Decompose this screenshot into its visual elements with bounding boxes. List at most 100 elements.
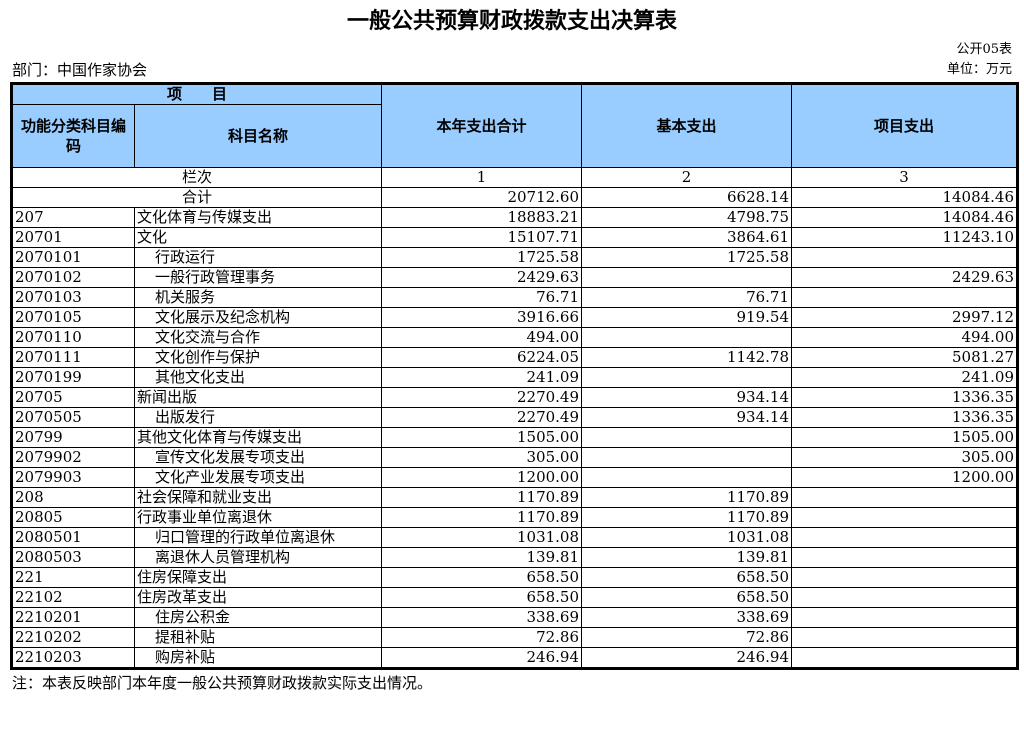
row-project: 14084.46 — [791, 207, 1019, 228]
row-total: 139.81 — [381, 547, 583, 568]
header-code: 功能分类科目编码 — [11, 104, 135, 168]
table-row: 22102 住房改革支出 658.50 658.50 — [11, 587, 1019, 608]
row-basic: 934.14 — [581, 387, 793, 408]
row-name: 文化创作与保护 — [133, 347, 383, 368]
table-row: 2070101 行政运行 1725.58 1725.58 — [11, 247, 1019, 268]
row-code: 2210202 — [11, 627, 135, 648]
row-code: 20805 — [11, 507, 135, 528]
row-name: 文化 — [133, 227, 383, 248]
header-name: 科目名称 — [133, 104, 383, 168]
row-project: 305.00 — [791, 447, 1019, 468]
row-name: 文化交流与合作 — [133, 327, 383, 348]
row-code: 221 — [11, 567, 135, 588]
row-name: 文化体育与传媒支出 — [133, 207, 383, 228]
row-basic: 1031.08 — [581, 527, 793, 548]
row-name: 住房保障支出 — [133, 567, 383, 588]
column-index-2: 2 — [581, 167, 793, 188]
header-project: 项目支出 — [791, 83, 1019, 168]
row-project — [791, 487, 1019, 508]
row-code: 2079903 — [11, 467, 135, 488]
row-code: 2210201 — [11, 607, 135, 628]
row-code: 208 — [11, 487, 135, 508]
row-project: 1336.35 — [791, 387, 1019, 408]
row-code: 2070105 — [11, 307, 135, 328]
table-row: 2070505 出版发行 2270.49 934.14 1336.35 — [11, 407, 1019, 428]
row-basic — [581, 327, 793, 348]
row-project — [791, 607, 1019, 628]
row-code: 2080503 — [11, 547, 135, 568]
row-total: 1200.00 — [381, 467, 583, 488]
row-project: 1200.00 — [791, 467, 1019, 488]
row-basic: 658.50 — [581, 587, 793, 608]
table-row: 208 社会保障和就业支出 1170.89 1170.89 — [11, 487, 1019, 508]
row-name: 出版发行 — [133, 407, 383, 428]
total-project: 14084.46 — [791, 187, 1019, 208]
department-label: 部门：中国作家协会 — [12, 61, 148, 79]
row-total: 3916.66 — [381, 307, 583, 328]
row-project: 5081.27 — [791, 347, 1019, 368]
row-basic: 1725.58 — [581, 247, 793, 268]
row-total: 1170.89 — [381, 487, 583, 508]
row-basic: 658.50 — [581, 567, 793, 588]
total-sum: 20712.60 — [381, 187, 583, 208]
row-basic — [581, 427, 793, 448]
header-item: 项 目 — [10, 83, 383, 105]
row-basic: 919.54 — [581, 307, 793, 328]
row-code: 2070505 — [11, 407, 135, 428]
row-total: 2270.49 — [381, 387, 583, 408]
row-name: 其他文化体育与传媒支出 — [133, 427, 383, 448]
row-name: 文化产业发展专项支出 — [133, 467, 383, 488]
table-row: 20805 行政事业单位离退休 1170.89 1170.89 — [11, 507, 1019, 528]
row-project: 494.00 — [791, 327, 1019, 348]
row-total: 1031.08 — [381, 527, 583, 548]
row-total: 76.71 — [381, 287, 583, 308]
row-code: 2070101 — [11, 247, 135, 268]
row-code: 2070199 — [11, 367, 135, 388]
row-total: 1505.00 — [381, 427, 583, 448]
row-code: 2070110 — [11, 327, 135, 348]
row-code: 20701 — [11, 227, 135, 248]
row-project — [791, 647, 1019, 669]
table-row: 2080501 归口管理的行政单位离退休 1031.08 1031.08 — [11, 527, 1019, 548]
row-code: 2070111 — [11, 347, 135, 368]
row-total: 658.50 — [381, 567, 583, 588]
row-project — [791, 567, 1019, 588]
row-code: 2079902 — [11, 447, 135, 468]
row-total: 15107.71 — [381, 227, 583, 248]
row-name: 住房改革支出 — [133, 587, 383, 608]
row-basic — [581, 447, 793, 468]
row-basic: 76.71 — [581, 287, 793, 308]
row-total: 2270.49 — [381, 407, 583, 428]
row-basic — [581, 367, 793, 388]
table-row: 221 住房保障支出 658.50 658.50 — [11, 567, 1019, 588]
row-basic — [581, 267, 793, 288]
row-project: 1336.35 — [791, 407, 1019, 428]
row-basic: 246.94 — [581, 647, 793, 669]
table-row: 2210201 住房公积金 338.69 338.69 — [11, 607, 1019, 628]
row-code: 20799 — [11, 427, 135, 448]
row-basic: 338.69 — [581, 607, 793, 628]
table-row: 20701 文化 15107.71 3864.61 11243.10 — [11, 227, 1019, 248]
expenditure-table: 项 目 本年支出合计 基本支出 项目支出 功能分类科目编码 科目名称 栏次 1 … — [10, 82, 1020, 670]
row-name: 一般行政管理事务 — [133, 267, 383, 288]
table-area: 项 目 本年支出合计 基本支出 项目支出 功能分类科目编码 科目名称 栏次 1 … — [10, 82, 1020, 693]
row-basic: 72.86 — [581, 627, 793, 648]
row-name: 购房补贴 — [133, 647, 383, 669]
row-code: 20705 — [11, 387, 135, 408]
row-name: 行政运行 — [133, 247, 383, 268]
row-name: 其他文化支出 — [133, 367, 383, 388]
row-total: 1170.89 — [381, 507, 583, 528]
row-basic: 1170.89 — [581, 487, 793, 508]
row-name: 归口管理的行政单位离退休 — [133, 527, 383, 548]
row-project: 11243.10 — [791, 227, 1019, 248]
row-total: 494.00 — [381, 327, 583, 348]
row-total: 18883.21 — [381, 207, 583, 228]
row-project — [791, 507, 1019, 528]
row-total: 241.09 — [381, 367, 583, 388]
row-basic — [581, 467, 793, 488]
row-project: 2997.12 — [791, 307, 1019, 328]
header-basic: 基本支出 — [581, 83, 793, 168]
total-basic: 6628.14 — [581, 187, 793, 208]
row-basic: 139.81 — [581, 547, 793, 568]
row-code: 2070103 — [11, 287, 135, 308]
